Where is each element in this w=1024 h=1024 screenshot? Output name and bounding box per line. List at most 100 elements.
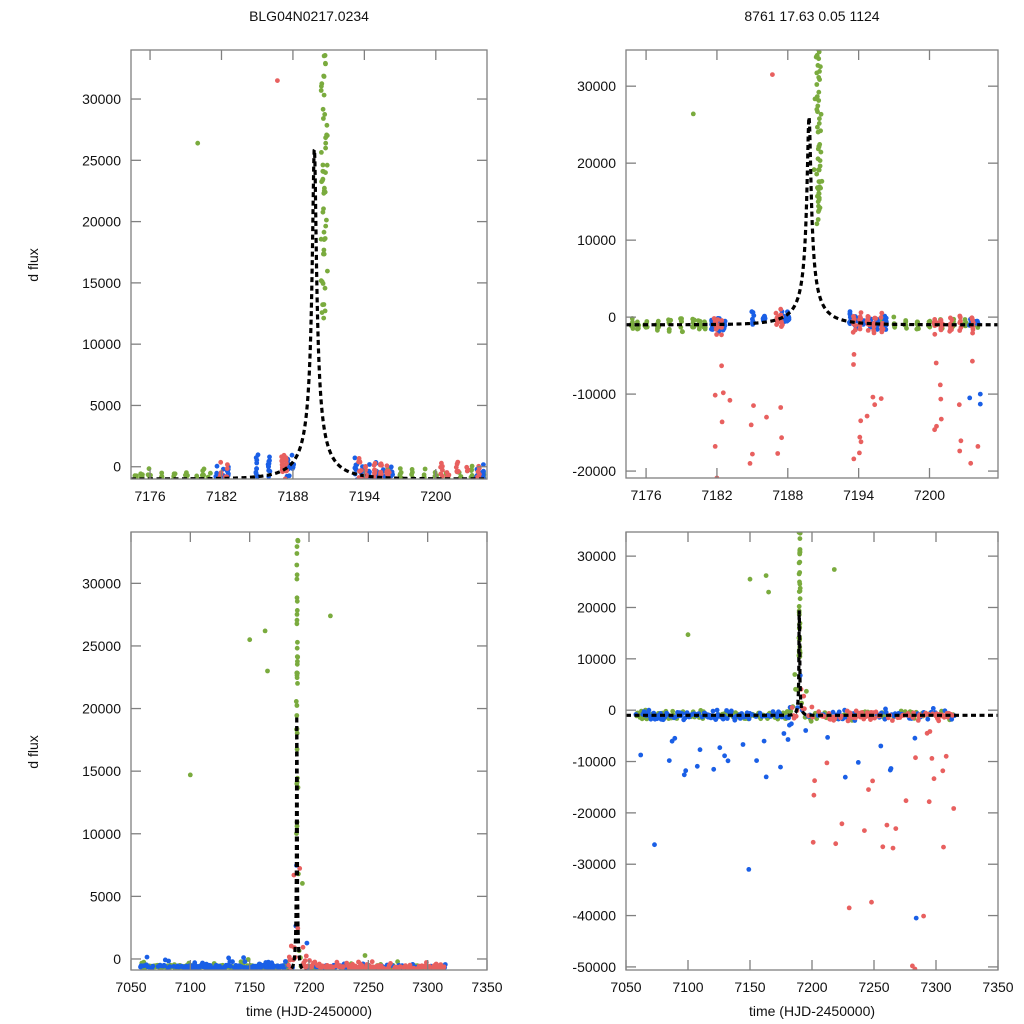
data-point-green (294, 645, 300, 651)
x-tick-label: 7194 (349, 488, 380, 504)
data-point-red (811, 792, 817, 798)
data-point-blue (166, 958, 172, 964)
data-point-blue (289, 452, 295, 458)
x-tick-label: 7182 (206, 488, 237, 504)
data-point-red (862, 828, 867, 833)
y-tick-label: -40000 (572, 908, 616, 924)
data-point-green (323, 25, 328, 30)
data-point-green (815, 103, 821, 109)
data-point-red (751, 403, 756, 408)
x-tick-label: 7182 (701, 487, 732, 503)
data-point-blue (366, 479, 371, 484)
data-point-green (784, 709, 790, 714)
data-point-blue (373, 480, 378, 485)
data-point-blue (930, 706, 936, 711)
data-point-red (950, 713, 955, 718)
data-point-red (747, 461, 753, 466)
data-point-red (360, 963, 365, 969)
data-point-green (891, 314, 897, 320)
x-axis-label-left: time (HJD-2450000) (246, 1003, 372, 1019)
data-point-green (184, 486, 189, 491)
data-point-green (206, 482, 211, 487)
data-point-blue (352, 455, 358, 461)
data-point-blue (267, 468, 273, 474)
data-point-red (774, 315, 780, 321)
data-point-blue (230, 959, 235, 965)
data-point-green (763, 573, 769, 578)
data-point-blue (878, 743, 884, 749)
data-point-red (851, 352, 857, 357)
data-point-blue (167, 964, 173, 969)
data-point-green (680, 329, 685, 335)
data-point-red (476, 485, 481, 490)
x-tick-label: 7050 (610, 979, 641, 995)
data-point-red (975, 444, 981, 449)
data-point-red (300, 944, 306, 950)
data-point-red (775, 451, 781, 456)
data-point-blue (228, 963, 234, 969)
y-tick-label: -10000 (572, 386, 616, 402)
data-point-green (816, 197, 822, 203)
data-point-green (322, 24, 327, 29)
y-tick-label: 30000 (577, 548, 616, 564)
data-point-red (727, 397, 733, 403)
data-point-blue (977, 401, 983, 407)
data-point-blue (646, 707, 652, 713)
data-point-red (719, 419, 725, 425)
y-tick-label: 20000 (577, 155, 616, 171)
data-point-green (818, 111, 824, 117)
data-point-red (224, 466, 230, 471)
data-point-red (865, 328, 871, 333)
data-point-green (295, 639, 300, 645)
data-point-red (719, 318, 725, 323)
x-tick-label: 7188 (772, 487, 803, 503)
data-point-green (690, 111, 696, 117)
data-point-red (949, 317, 955, 323)
x-tick-label: 7200 (293, 979, 324, 995)
x-tick-label: 7350 (471, 979, 502, 995)
data-point-green (262, 628, 268, 634)
data-point-red (446, 481, 451, 486)
data-point-blue (666, 758, 672, 763)
y-tick-label: 20000 (577, 599, 616, 615)
data-point-red (279, 458, 285, 464)
data-point-green (294, 608, 300, 613)
data-point-blue (266, 464, 271, 469)
data-point-red (878, 396, 884, 401)
data-point-green (320, 302, 325, 308)
data-point-blue (150, 963, 156, 969)
data-point-green (808, 718, 814, 724)
data-point-blue (842, 774, 848, 780)
data-point-green (321, 229, 327, 235)
y-tick-label: -20000 (572, 805, 616, 821)
data-point-green (323, 43, 328, 48)
data-point-red (464, 486, 469, 491)
data-point-green (816, 167, 822, 173)
data-point-blue (710, 708, 716, 714)
data-point-blue (390, 483, 395, 488)
data-point-blue (221, 480, 226, 485)
data-point-green (321, 247, 327, 253)
data-point-blue (724, 716, 730, 721)
data-point-red (921, 913, 926, 919)
data-point-blue (740, 742, 746, 747)
data-point-green (208, 482, 213, 487)
data-point-green (817, 142, 823, 147)
data-point-green (194, 473, 200, 479)
data-point-green (321, 116, 326, 121)
data-point-red (957, 328, 963, 333)
data-point-red (377, 462, 383, 468)
data-point-green (295, 538, 301, 544)
data-point-green (397, 471, 403, 477)
data-point-green (208, 470, 213, 476)
data-point-blue (825, 735, 830, 740)
data-point-green (325, 268, 330, 274)
data-point-blue (221, 480, 226, 485)
data-point-blue (638, 752, 644, 758)
data-point-red (936, 718, 942, 724)
data-point-green (318, 236, 324, 242)
x-tick-label: 7188 (277, 488, 308, 504)
data-point-red (440, 467, 445, 473)
data-point-red (455, 481, 460, 486)
